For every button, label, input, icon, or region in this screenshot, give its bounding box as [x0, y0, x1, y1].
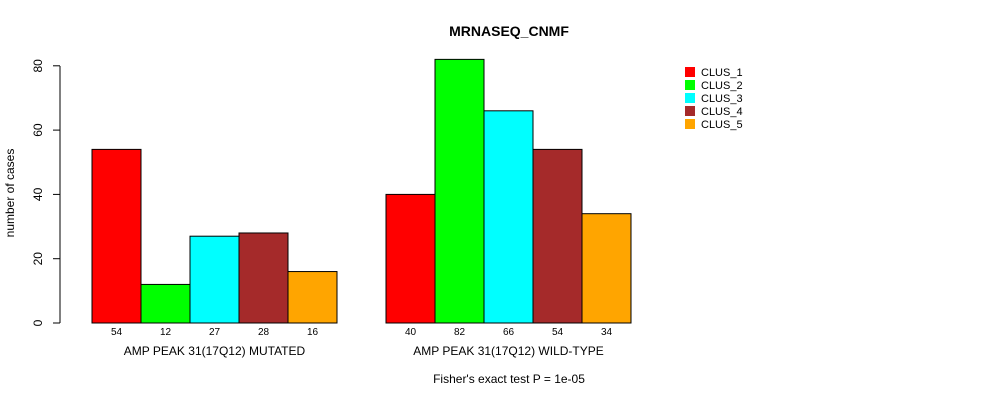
group-labels: AMP PEAK 31(17Q12) MUTATED AMP PEAK 31(17…	[124, 344, 604, 358]
fisher-test-footnote: Fisher's exact test P = 1e-05	[433, 372, 585, 386]
legend-label: CLUS_5	[701, 119, 743, 131]
group-label: AMP PEAK 31(17Q12) WILD-TYPE	[413, 344, 604, 358]
bar-value-label: 82	[454, 327, 466, 338]
bar-clus-5	[581, 213, 632, 324]
bar-value-label: 27	[209, 327, 221, 338]
bar-clus-2	[140, 283, 191, 324]
y-tick-label: 20	[31, 252, 45, 266]
y-tick-label: 80	[31, 59, 45, 73]
y-axis-ticks: 0 20 40 60 80	[31, 59, 60, 326]
bar-clus-4	[532, 148, 583, 324]
group-label: AMP PEAK 31(17Q12) MUTATED	[124, 344, 306, 358]
chart-title: MRNASEQ_CNMF	[449, 23, 569, 39]
y-tick-label: 0	[31, 319, 45, 326]
bar-value-label: 54	[552, 327, 564, 338]
y-axis-label: number of cases	[3, 149, 17, 238]
legend-label: CLUS_3	[701, 93, 743, 105]
bar-value-label: 54	[111, 327, 123, 338]
bar-clus-1	[91, 148, 142, 324]
bar-clus-4	[238, 232, 289, 324]
legend-swatch	[685, 80, 695, 90]
bar-value-label: 66	[503, 327, 515, 338]
legend-swatch	[685, 93, 695, 103]
bar-value-label: 12	[160, 327, 172, 338]
bar-clus-5	[287, 271, 338, 324]
bar-value-label: 40	[405, 327, 417, 338]
legend-swatch	[685, 67, 695, 77]
bar-value-label: 28	[258, 327, 270, 338]
y-tick-label: 60	[31, 123, 45, 137]
bar-clus-3	[189, 235, 240, 324]
bar-clus-1	[385, 193, 436, 324]
bar-value-label: 34	[601, 327, 613, 338]
legend-swatch	[685, 106, 695, 116]
y-tick-label: 40	[31, 187, 45, 201]
bar-value-labels: 54 12 27 28 16 40 82 66 54 34	[111, 327, 613, 338]
bar-clus-2	[434, 58, 485, 324]
bar-value-label: 16	[307, 327, 319, 338]
legend-swatch	[685, 119, 695, 129]
legend-label: CLUS_2	[701, 80, 743, 92]
legend-label: CLUS_4	[701, 106, 743, 118]
bars	[91, 58, 632, 324]
legend-label: CLUS_1	[701, 67, 743, 79]
bar-clus-3	[483, 110, 534, 324]
